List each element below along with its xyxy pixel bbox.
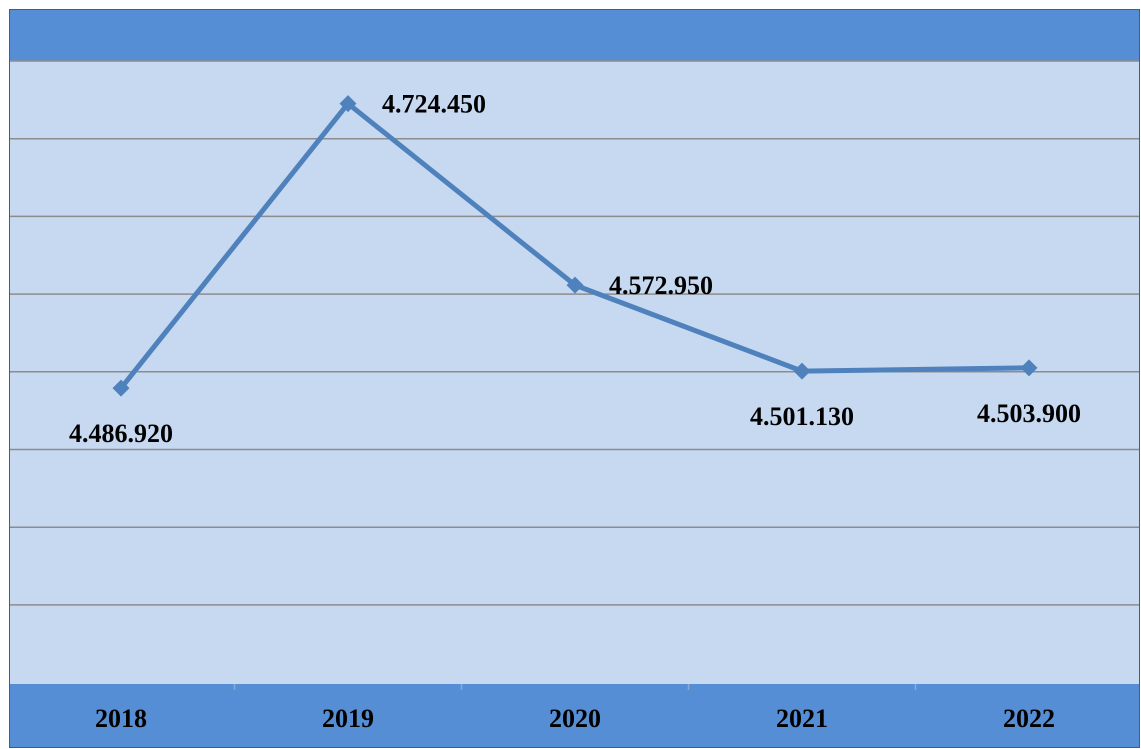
chart-border <box>9 9 1140 748</box>
x-ticks <box>233 684 917 690</box>
data-point-marker <box>566 276 584 294</box>
data-label: 4.501.130 <box>750 402 854 431</box>
data-point-marker <box>793 362 811 380</box>
x-tick-label: 2022 <box>1003 704 1055 733</box>
x-tick-label: 2020 <box>549 704 601 733</box>
x-axis-band <box>9 684 1140 748</box>
data-label: 4.724.450 <box>382 90 486 119</box>
x-tick-label: 2021 <box>776 704 828 733</box>
data-label: 4.486.920 <box>69 419 173 448</box>
data-labels: 4.486.920 4.724.450 4.572.950 4.501.130 4.50… <box>69 90 1081 449</box>
data-point-marker <box>339 95 357 113</box>
x-tick-label: 2019 <box>322 704 374 733</box>
x-tick-labels: 2018 2019 2020 2021 2022 <box>95 704 1055 733</box>
data-label: 4.572.950 <box>609 271 713 300</box>
data-point-marker <box>1020 359 1038 377</box>
plot-background <box>9 9 1140 748</box>
series-markers <box>112 95 1038 397</box>
top-band <box>9 9 1140 61</box>
x-tick-label: 2018 <box>95 704 147 733</box>
data-label: 4.503.900 <box>977 399 1081 428</box>
data-point-marker <box>112 379 130 397</box>
